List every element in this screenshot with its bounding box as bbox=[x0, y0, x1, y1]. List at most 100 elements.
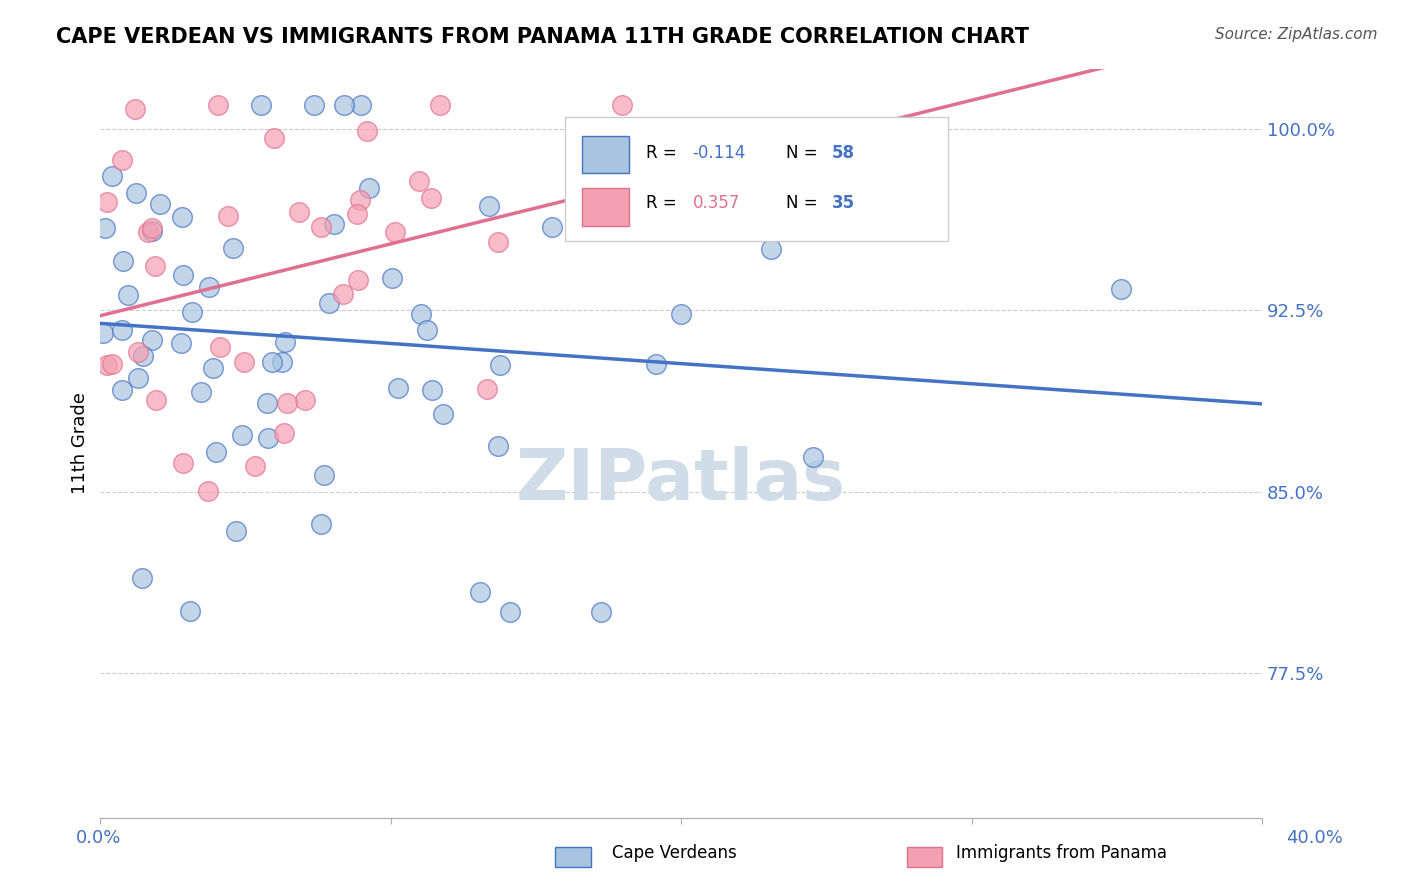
FancyBboxPatch shape bbox=[582, 188, 628, 226]
Point bbox=[100, 169, 122, 183]
Point bbox=[217, 209, 239, 223]
Point bbox=[610, 97, 633, 112]
Point bbox=[96, 194, 118, 209]
Point bbox=[387, 381, 409, 395]
Point bbox=[477, 382, 499, 396]
Point bbox=[111, 384, 134, 398]
FancyBboxPatch shape bbox=[582, 136, 628, 173]
Point bbox=[256, 395, 278, 409]
Point bbox=[346, 206, 368, 220]
Point bbox=[499, 605, 522, 619]
Point bbox=[318, 296, 340, 310]
Point bbox=[263, 131, 285, 145]
Text: 58: 58 bbox=[832, 145, 855, 162]
Point bbox=[94, 221, 117, 235]
Point bbox=[141, 221, 163, 235]
FancyBboxPatch shape bbox=[565, 117, 948, 241]
Point bbox=[91, 326, 114, 341]
Point bbox=[273, 334, 295, 349]
Point bbox=[141, 334, 163, 348]
Point bbox=[276, 396, 298, 410]
Point bbox=[124, 103, 146, 117]
Point bbox=[197, 484, 219, 499]
Point bbox=[322, 217, 344, 231]
Point bbox=[180, 305, 202, 319]
Point bbox=[384, 225, 406, 239]
Text: -0.114: -0.114 bbox=[693, 145, 747, 162]
Point bbox=[470, 584, 492, 599]
Point bbox=[420, 191, 443, 205]
Text: N =: N = bbox=[786, 145, 823, 162]
Point bbox=[96, 359, 118, 373]
Point bbox=[190, 385, 212, 400]
Point bbox=[141, 224, 163, 238]
Point bbox=[489, 358, 512, 372]
Point bbox=[287, 205, 309, 219]
Point bbox=[589, 605, 612, 619]
Text: N =: N = bbox=[786, 194, 823, 212]
Text: R =: R = bbox=[647, 145, 682, 162]
Point bbox=[411, 307, 433, 321]
Point bbox=[1109, 282, 1132, 296]
Point bbox=[249, 97, 271, 112]
Point bbox=[127, 345, 149, 359]
Point bbox=[333, 97, 356, 112]
Point bbox=[429, 97, 451, 112]
Point bbox=[346, 273, 368, 287]
Text: Cape Verdeans: Cape Verdeans bbox=[612, 844, 737, 862]
Point bbox=[422, 383, 444, 397]
Text: ZIPatlas: ZIPatlas bbox=[516, 446, 846, 516]
Point bbox=[294, 392, 316, 407]
Point bbox=[541, 220, 564, 235]
Point bbox=[111, 153, 134, 167]
Point bbox=[143, 259, 166, 273]
Point bbox=[179, 604, 201, 618]
Point bbox=[207, 97, 229, 112]
Point bbox=[233, 355, 256, 369]
Point bbox=[117, 288, 139, 302]
Point bbox=[221, 241, 243, 255]
Point bbox=[231, 428, 253, 442]
Point bbox=[432, 408, 454, 422]
Point bbox=[101, 357, 124, 371]
Point bbox=[111, 323, 134, 337]
Point bbox=[801, 450, 824, 465]
Y-axis label: 11th Grade: 11th Grade bbox=[72, 392, 89, 494]
Point bbox=[312, 467, 335, 482]
Point bbox=[759, 243, 782, 257]
Point bbox=[201, 361, 224, 376]
Point bbox=[478, 199, 501, 213]
Point bbox=[125, 186, 148, 200]
Text: CAPE VERDEAN VS IMMIGRANTS FROM PANAMA 11TH GRADE CORRELATION CHART: CAPE VERDEAN VS IMMIGRANTS FROM PANAMA 1… bbox=[56, 27, 1029, 46]
Point bbox=[271, 355, 294, 369]
Point bbox=[132, 349, 155, 363]
Point bbox=[332, 287, 354, 301]
Text: 40.0%: 40.0% bbox=[1286, 829, 1343, 847]
Text: 0.357: 0.357 bbox=[693, 194, 740, 212]
Point bbox=[357, 181, 380, 195]
Point bbox=[273, 425, 295, 440]
Point bbox=[356, 123, 378, 137]
Point bbox=[408, 173, 430, 187]
Point bbox=[225, 524, 247, 538]
Text: 35: 35 bbox=[832, 194, 855, 212]
Point bbox=[127, 371, 149, 385]
Point bbox=[136, 226, 159, 240]
Text: R =: R = bbox=[647, 194, 682, 212]
Point bbox=[669, 307, 692, 321]
Text: Source: ZipAtlas.com: Source: ZipAtlas.com bbox=[1215, 27, 1378, 42]
Point bbox=[145, 393, 167, 408]
Text: 0.0%: 0.0% bbox=[76, 829, 121, 847]
Point bbox=[486, 235, 509, 249]
Point bbox=[148, 197, 170, 211]
Point bbox=[172, 456, 194, 470]
Point bbox=[170, 211, 193, 225]
Point bbox=[205, 445, 228, 459]
Point bbox=[645, 357, 668, 371]
Point bbox=[381, 271, 404, 285]
Point bbox=[209, 340, 232, 354]
Point bbox=[309, 516, 332, 531]
Point bbox=[486, 439, 509, 453]
Text: Immigrants from Panama: Immigrants from Panama bbox=[956, 844, 1167, 862]
Point bbox=[198, 280, 221, 294]
